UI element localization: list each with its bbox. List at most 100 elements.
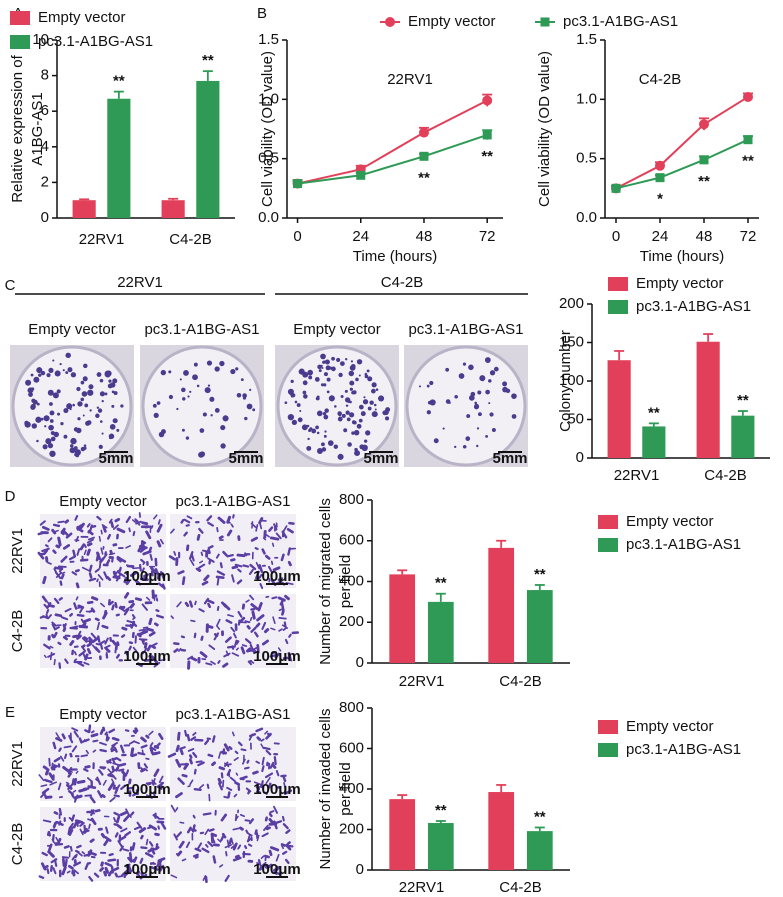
cell <box>244 638 252 645</box>
cell <box>143 658 153 662</box>
bar <box>607 360 631 458</box>
cell <box>190 559 195 566</box>
colony-dish <box>405 345 527 467</box>
colony <box>87 391 91 395</box>
cell <box>262 537 267 541</box>
colony <box>199 428 205 433</box>
cell <box>99 748 107 753</box>
cell <box>170 804 176 813</box>
cell <box>42 575 47 585</box>
cell <box>129 740 136 745</box>
significance: ** <box>742 153 754 170</box>
cell <box>275 532 282 540</box>
cell <box>213 633 219 638</box>
x-tick-label: 22RV1 <box>614 467 660 484</box>
cell <box>150 644 157 650</box>
colony <box>366 369 370 373</box>
cell <box>64 658 69 664</box>
colony <box>31 387 35 391</box>
significance: ** <box>534 808 546 825</box>
y-tick-label: 0 <box>576 449 584 466</box>
cell <box>234 639 238 647</box>
cell <box>55 732 61 740</box>
colony <box>214 366 220 372</box>
cell <box>201 847 210 854</box>
column-header: pc3.1-A1BG-AS1 <box>175 706 290 723</box>
cell <box>52 821 57 828</box>
y-axis-label: Number of invaded cells <box>317 709 334 870</box>
cell <box>132 729 137 735</box>
cell <box>282 850 288 855</box>
colony <box>202 412 207 417</box>
colony <box>45 438 52 445</box>
cell <box>124 864 130 869</box>
cell <box>260 738 265 742</box>
cell <box>201 580 209 586</box>
cell <box>101 794 106 798</box>
cell <box>285 844 292 851</box>
cell <box>62 544 71 550</box>
cell <box>134 635 137 644</box>
cell <box>194 855 199 859</box>
cell <box>43 643 51 650</box>
cell <box>129 571 138 577</box>
cell <box>234 750 239 755</box>
cell <box>67 826 72 836</box>
x-tick-label: 22RV1 <box>399 879 445 896</box>
cell <box>145 596 151 601</box>
cell <box>116 641 120 647</box>
legend-swatch <box>608 300 628 314</box>
x-tick-label: 22RV1 <box>79 231 125 248</box>
cell <box>265 749 272 756</box>
cell <box>37 551 45 560</box>
cell <box>104 637 109 645</box>
cell <box>68 816 73 821</box>
colony <box>36 439 39 443</box>
y-tick-label: 8 <box>41 67 49 84</box>
cell <box>140 736 147 743</box>
colony <box>96 406 100 409</box>
point <box>699 119 709 130</box>
cell <box>286 656 293 662</box>
cell <box>107 870 113 877</box>
cell <box>106 758 112 764</box>
colony <box>113 391 118 396</box>
cell <box>38 774 45 782</box>
cell <box>117 875 124 878</box>
bar <box>488 792 515 870</box>
cell <box>54 861 58 867</box>
point <box>611 183 621 193</box>
x-tick-label: C4-2B <box>704 467 747 484</box>
cell <box>67 783 73 791</box>
cell <box>90 525 97 529</box>
point <box>385 17 395 27</box>
cell <box>104 731 108 736</box>
cell <box>195 567 201 572</box>
cell <box>199 651 208 659</box>
cell <box>85 749 89 755</box>
cell <box>263 628 270 634</box>
colony <box>70 437 77 445</box>
y-tick-label: 2 <box>41 173 49 190</box>
cell <box>155 597 159 602</box>
colony <box>183 370 189 376</box>
colony <box>77 401 83 407</box>
cell <box>251 610 256 620</box>
colony <box>356 423 362 429</box>
cell <box>228 745 233 750</box>
legend-label: Empty vector <box>626 513 714 530</box>
colony <box>308 375 313 380</box>
cell <box>46 602 52 609</box>
cell <box>81 566 90 572</box>
cell <box>38 875 45 879</box>
cell <box>255 524 259 532</box>
cell <box>194 847 202 852</box>
colony <box>62 369 65 372</box>
cell <box>249 594 255 601</box>
colony <box>454 394 458 399</box>
colony <box>347 442 352 447</box>
cell <box>90 809 96 815</box>
cell <box>197 761 205 767</box>
cell <box>83 636 89 641</box>
